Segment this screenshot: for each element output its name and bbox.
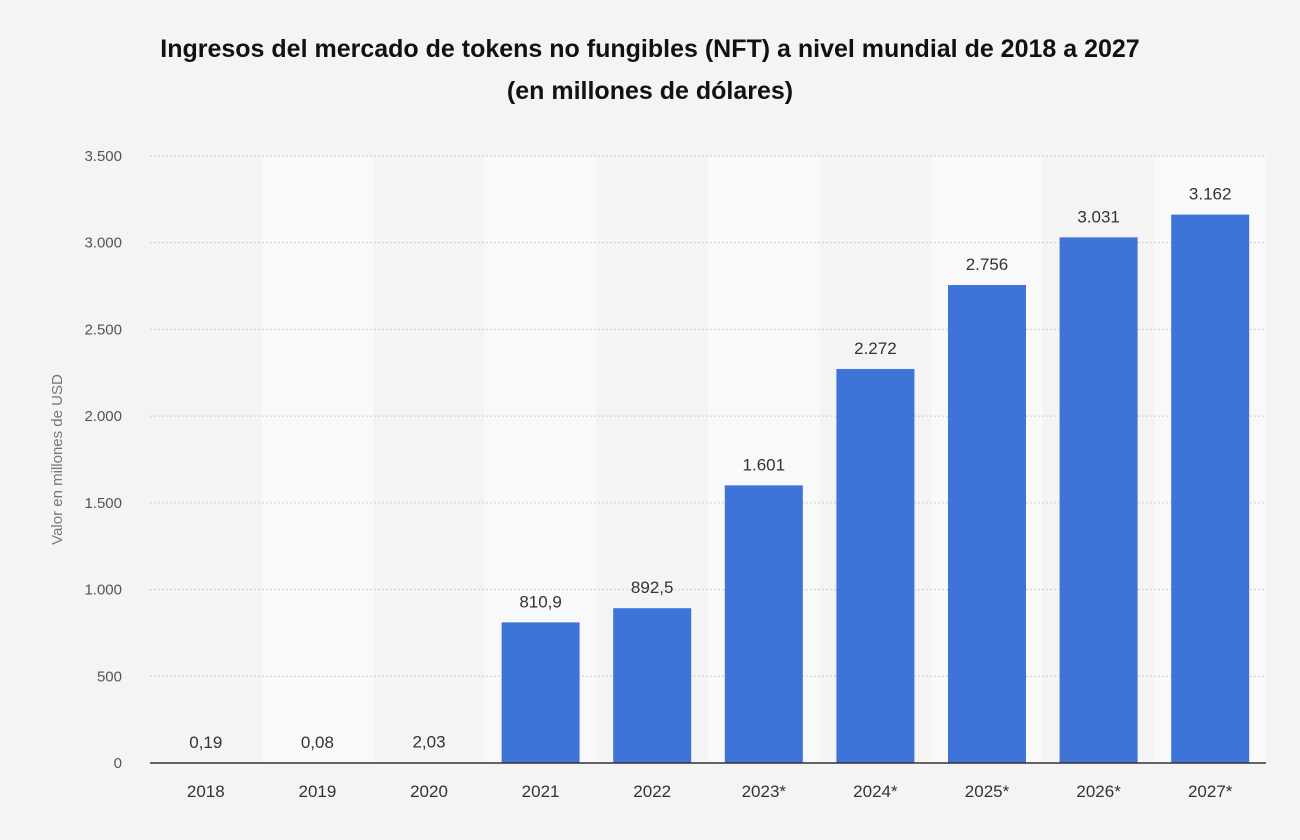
data-label: 3.162 [1189, 185, 1232, 204]
data-label: 2.272 [854, 339, 897, 358]
y-tick-label: 1.500 [84, 495, 122, 512]
x-tick-label: 2021 [522, 782, 560, 801]
bar[interactable] [724, 485, 803, 763]
x-tick-label: 2025* [965, 782, 1010, 801]
chart-title: Ingresos del mercado de tokens no fungib… [160, 35, 1140, 63]
bar[interactable] [948, 285, 1026, 763]
y-tick-label: 2.500 [84, 321, 122, 338]
x-tick-label: 2018 [187, 782, 225, 801]
bar[interactable] [836, 368, 915, 763]
data-label: 892,5 [631, 578, 674, 597]
x-tick-label: 2024* [853, 782, 898, 801]
chart-title-block: Ingresos del mercado de tokens no fungib… [0, 28, 1300, 112]
y-axis-ticks: 0 500 1.000 1.500 2.000 2.500 3.000 3.500 [84, 148, 122, 772]
y-tick-label: 0 [114, 755, 122, 772]
y-tick-label: 2.000 [84, 408, 122, 425]
chart-subtitle: (en millones de dólares) [506, 77, 794, 105]
data-label: 810,9 [519, 592, 562, 611]
x-tick-label: 2019 [298, 782, 336, 801]
y-tick-label: 500 [97, 668, 122, 685]
bar[interactable] [613, 608, 692, 763]
y-axis-label: Valor en millones de USD [49, 374, 66, 545]
x-tick-label: 2027* [1188, 782, 1233, 801]
data-label: 0,19 [189, 733, 222, 752]
x-axis-ticks: 2018 2019 2020 2021 2022 2023* 2024* 2025* 2026*… [187, 782, 1233, 801]
bars [166, 214, 1250, 764]
bar[interactable] [1171, 214, 1250, 764]
data-label: 2,03 [412, 733, 445, 752]
x-tick-label: 2022 [633, 782, 671, 801]
bar[interactable] [1059, 237, 1138, 763]
data-label: 1.601 [743, 455, 786, 474]
y-tick-label: 3.000 [84, 235, 122, 252]
x-tick-label: 2023* [742, 782, 787, 801]
category-band [261, 156, 374, 763]
data-label: 0,08 [301, 733, 334, 752]
data-label: 3.031 [1077, 207, 1120, 226]
bar[interactable] [501, 622, 580, 763]
y-tick-label: 3.500 [84, 148, 122, 165]
data-labels: 0,19 0,08 2,03 810,9 892,5 1.601 2.272 2.756 3.0… [189, 185, 1231, 752]
x-tick-label: 2026* [1076, 782, 1121, 801]
x-tick-label: 2020 [410, 782, 448, 801]
y-tick-label: 1.000 [84, 582, 122, 599]
data-label: 2.756 [966, 255, 1009, 274]
